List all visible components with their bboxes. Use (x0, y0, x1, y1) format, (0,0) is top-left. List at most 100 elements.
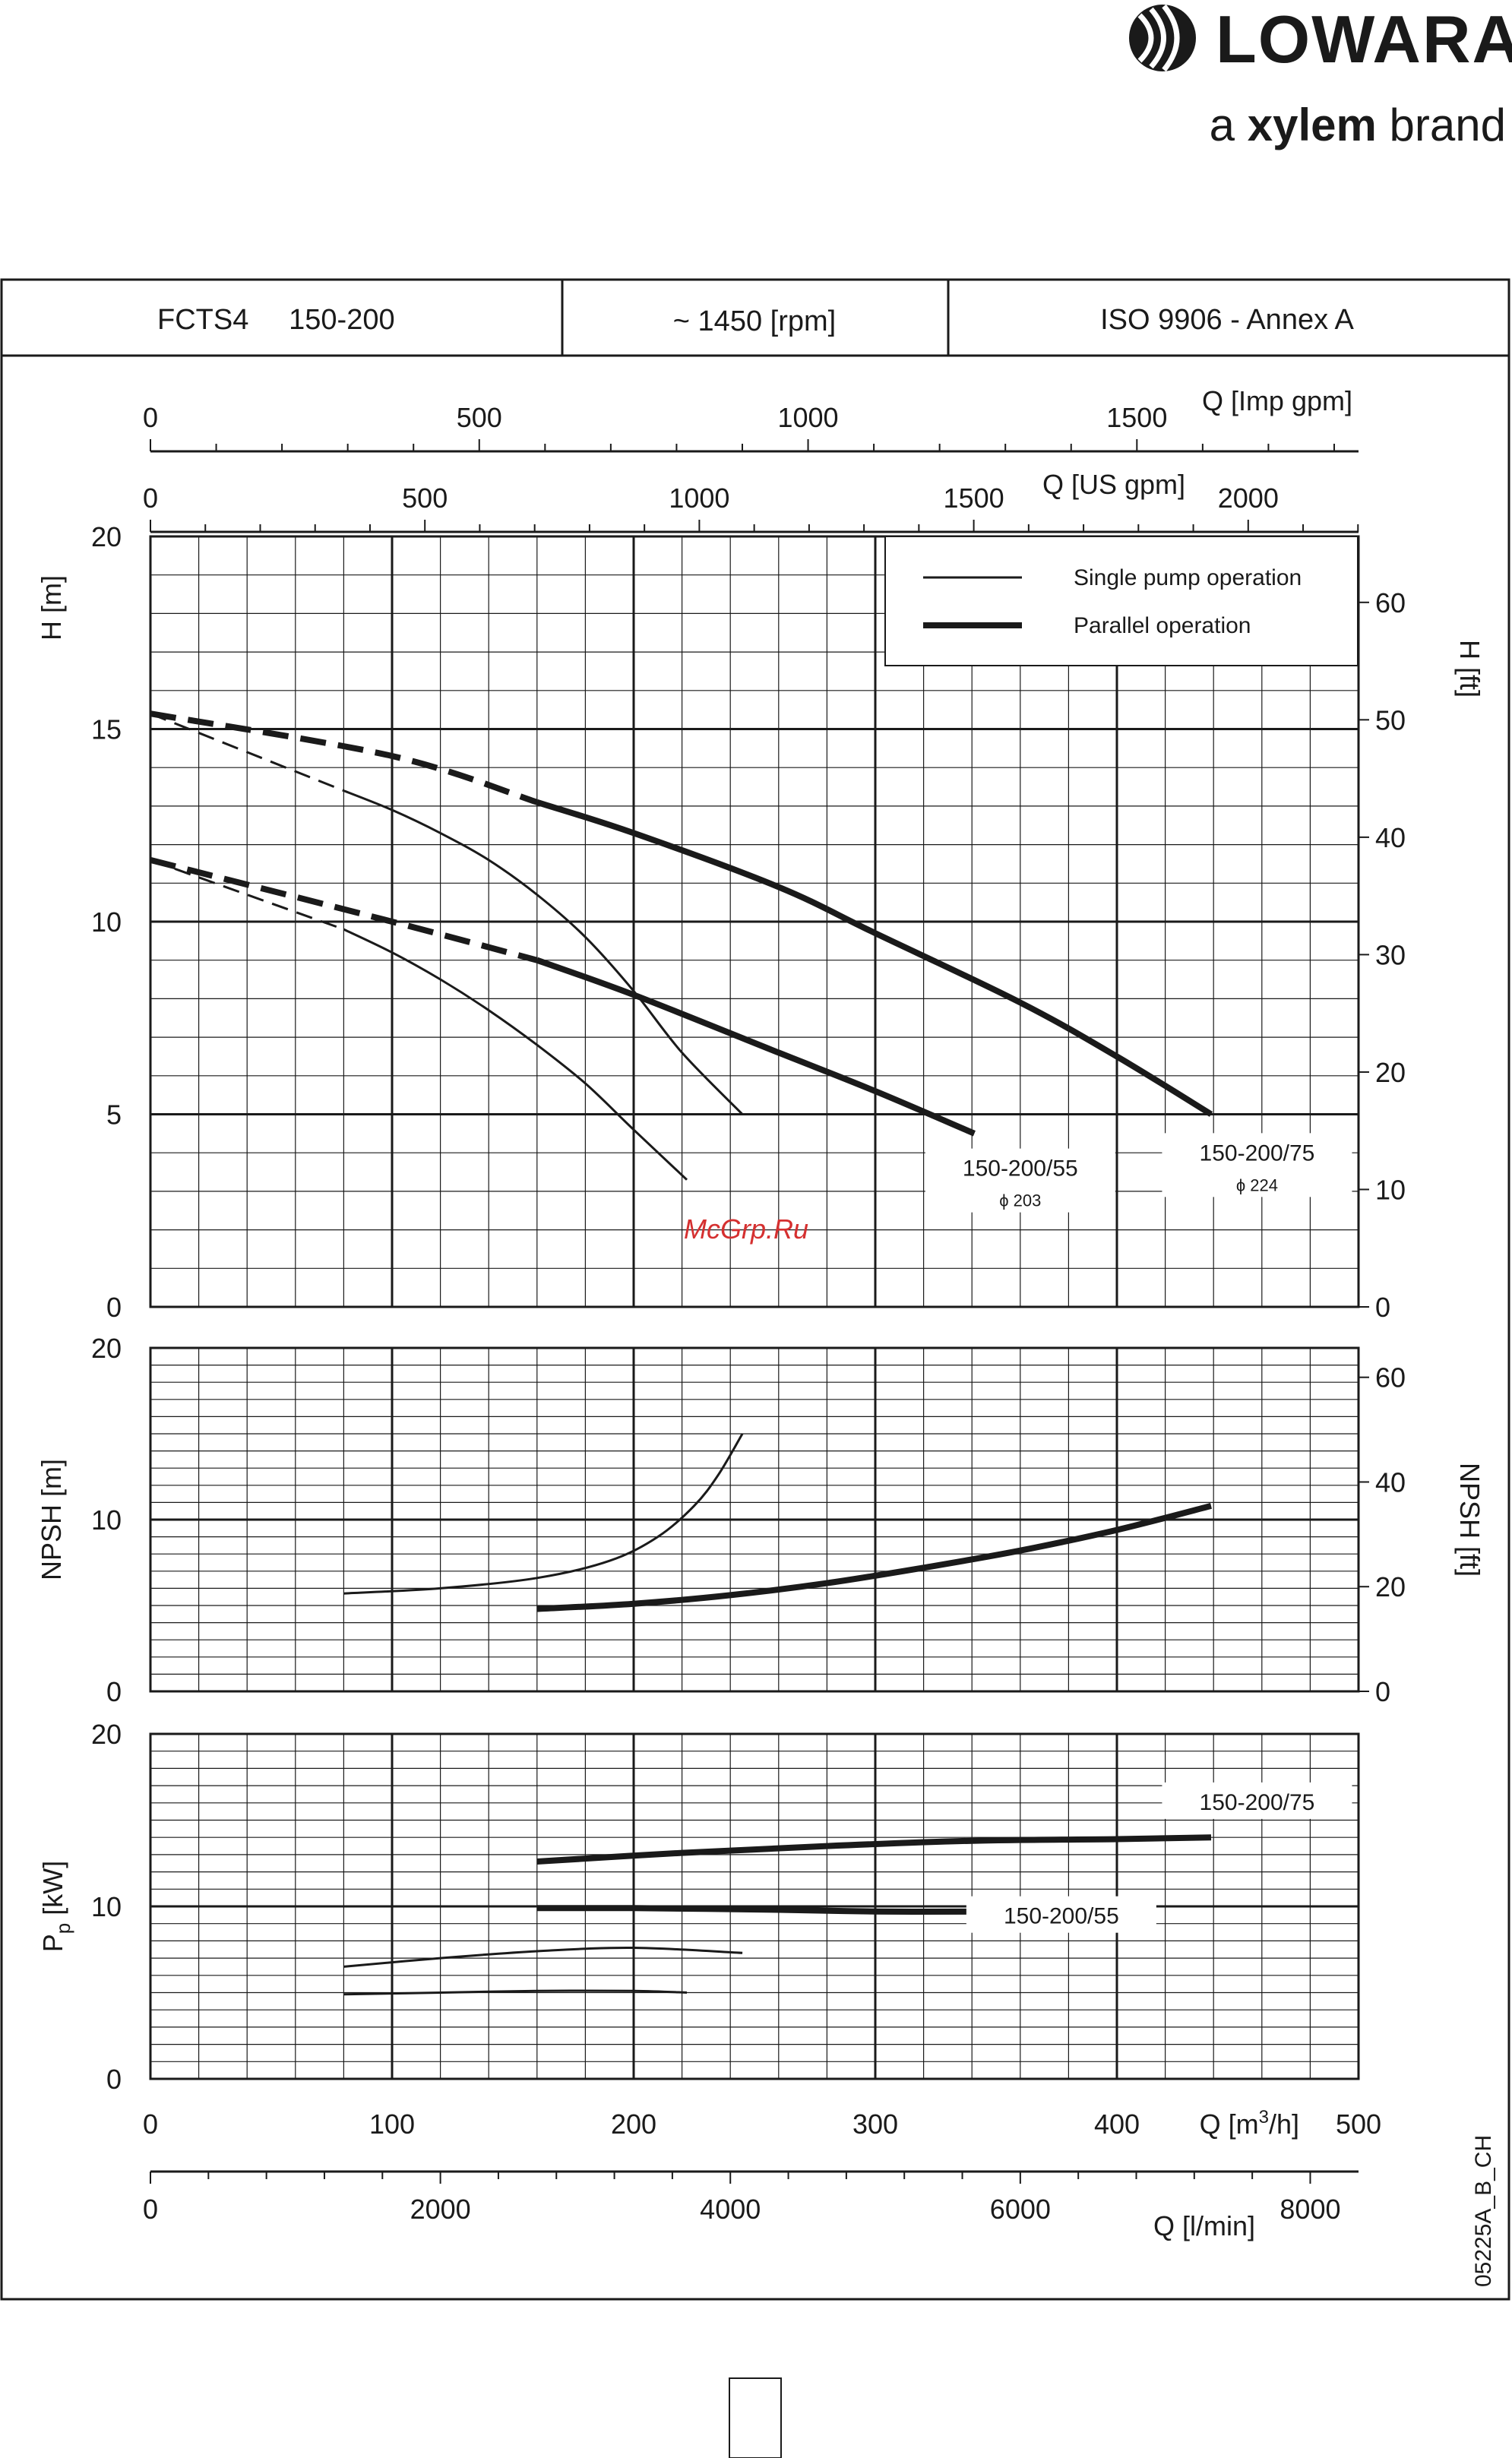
q-m3h-axis-title-sup: 3 (1259, 2107, 1269, 2127)
legend-box (884, 536, 1359, 666)
q-m3h-tick-label: 500 (1336, 2108, 1381, 2140)
header-model: FCTS4 150-200 (157, 304, 395, 336)
head-y-tick: 5 (106, 1099, 122, 1131)
npsh-y-right-tick-label: 0 (1375, 1676, 1390, 1707)
us-gpm-axis-tick-label: 500 (402, 482, 448, 514)
legend: Single pump operation Parallel operation (884, 536, 1359, 666)
q-m3h-axis-title-main: Q [m (1200, 2108, 1259, 2140)
head-y-right-title: H [ft] (1454, 640, 1485, 698)
us-gpm-axis-tick-label: 1500 (944, 482, 1004, 514)
us-gpm-axis-title: Q [US gpm] (1042, 469, 1185, 500)
us-gpm-axis-tick-label: 2000 (1218, 482, 1279, 514)
head-y-right-tick-label: 0 (1375, 1292, 1390, 1323)
lowara-swirl-icon (1129, 4, 1196, 72)
head-curve (536, 957, 976, 1137)
npsh-curve (536, 1503, 1212, 1612)
q-lmin-axis-tick-label: 8000 (1280, 2194, 1340, 2225)
head-annotation-sub: ϕ 203 (999, 1191, 1041, 1210)
q-lmin-axis-tick-label: 2000 (410, 2194, 471, 2225)
npsh-y-right-tick-label: 40 (1375, 1466, 1406, 1498)
imp-gpm-axis-tick-label: 1000 (777, 402, 838, 433)
brand-tagline: a xylem brand (1210, 100, 1506, 150)
power-y-title: Pp [kW] (37, 1861, 74, 1952)
power-curve (343, 1989, 688, 1996)
us-gpm-axis-tick-label: 0 (143, 482, 158, 514)
power-y-tick: 0 (106, 2064, 122, 2095)
brand-tagline-suffix: brand (1377, 100, 1506, 150)
head-annotation-bg (925, 1148, 1115, 1213)
power-annotation: 150-200/55 (1004, 1904, 1119, 1929)
q-m3h-tick-label: 0 (143, 2108, 158, 2140)
head-annotation: 150-200/75 (1200, 1140, 1315, 1166)
q-lmin-axis-tick-label: 4000 (700, 2194, 761, 2225)
q-m3h-axis-title-end: /h] (1269, 2108, 1299, 2140)
head-y-right-tick-label: 10 (1375, 1174, 1406, 1205)
legend-parallel-label: Parallel operation (1074, 613, 1251, 638)
q-lmin-axis-title: Q [l/min] (1153, 2210, 1255, 2241)
figure-code: 05225A_B_CH (1471, 2135, 1496, 2287)
npsh-y-tick: 10 (91, 1504, 122, 1536)
brand-tagline-bold: xylem (1248, 100, 1377, 150)
head-y-tick: 0 (106, 1292, 122, 1323)
head-y-right-tick-label: 50 (1375, 704, 1406, 736)
head-curve-dashed (150, 859, 344, 931)
q-m3h-tick-label: 200 (611, 2108, 656, 2140)
imp-gpm-axis-tick-label: 500 (457, 402, 502, 433)
bottom-axes: 0 100 200 300 400 500 Q [m3/h] 0 2000 4000 6000 800… (143, 2107, 1381, 2241)
power-y-title-main: P (37, 1934, 68, 1952)
npsh-y-right-title: NPSH [ft] (1454, 1463, 1485, 1577)
npsh-y-tick: 0 (106, 1676, 122, 1707)
us-gpm-axis-tick-label: 1000 (669, 482, 729, 514)
power-y-tick: 10 (91, 1891, 122, 1922)
brand-name: LOWARA (1216, 2, 1512, 77)
q-m3h-axis-title: Q [m3/h] (1200, 2107, 1299, 2140)
head-y-right-tick-label: 20 (1375, 1057, 1406, 1088)
watermark: McGrp.Ru (684, 1213, 808, 1245)
power-curve (343, 1946, 743, 1968)
q-m3h-tick-label: 400 (1094, 2108, 1140, 2140)
head-y-right-tick-label: 40 (1375, 822, 1406, 853)
npsh-panel: 0 10 20 0 20 40 60 NPSH [m] NPSH [ft] (36, 1333, 1485, 1707)
head-curve-dashed (150, 712, 344, 792)
header-standard: ISO 9906 - Annex A (1100, 304, 1354, 336)
npsh-y-tick: 20 (91, 1333, 122, 1364)
power-panel: 0 10 20 Pp [kW] 150-200/75 150-200/55 (37, 1719, 1360, 2095)
legend-single-label: Single pump operation (1074, 565, 1302, 590)
head-curve (536, 799, 1213, 1117)
head-annotation-bg (1162, 1133, 1352, 1197)
head-y-tick: 10 (91, 906, 122, 938)
head-annotation: 150-200/55 (963, 1156, 1078, 1182)
page-number-box (729, 2377, 782, 2458)
head-y-right-tick-label: 60 (1375, 587, 1406, 618)
figure-frame (0, 278, 1510, 2301)
header-speed: ~ 1450 [rpm] (673, 305, 836, 337)
head-plot-frame (149, 535, 1360, 1308)
brand-logo: LOWARA a xylem brand (1129, 2, 1512, 150)
top-axes: 0 500 1000 1500 Q [Imp gpm] 0 500 1000 1500 2000 Q… (143, 385, 1359, 533)
head-curve-dashed (150, 710, 539, 805)
q-m3h-tick-label: 300 (852, 2108, 898, 2140)
q-lmin-axis-tick-label: 6000 (990, 2194, 1051, 2225)
q-lmin-axis-tick-label: 0 (143, 2194, 158, 2225)
head-curve (343, 928, 688, 1181)
power-annotation-bg (966, 1896, 1156, 1933)
head-annotation-sub: ϕ 224 (1236, 1175, 1278, 1194)
head-curve-dashed (150, 857, 538, 963)
head-y-title: H [m] (36, 575, 67, 641)
imp-gpm-axis-title: Q [Imp gpm] (1202, 385, 1352, 416)
npsh-y-right-tick-label: 20 (1375, 1571, 1406, 1602)
power-annotation-bg (1162, 1782, 1352, 1819)
q-m3h-tick-label: 100 (369, 2108, 415, 2140)
npsh-y-title: NPSH [m] (36, 1459, 67, 1580)
power-y-title-unit: [kW] (37, 1861, 68, 1923)
npsh-y-right-tick-label: 60 (1375, 1362, 1406, 1393)
imp-gpm-axis-tick-label: 1500 (1106, 402, 1167, 433)
brand-tagline-prefix: a (1210, 100, 1248, 150)
head-y-tick: 15 (91, 714, 122, 745)
head-y-right-tick-label: 30 (1375, 939, 1406, 970)
power-annotation: 150-200/75 (1200, 1790, 1315, 1815)
power-curve (536, 1905, 975, 1915)
npsh-plot-frame (149, 1346, 1360, 1693)
power-y-tick: 20 (91, 1719, 122, 1750)
imp-gpm-axis-tick-label: 0 (143, 402, 158, 433)
